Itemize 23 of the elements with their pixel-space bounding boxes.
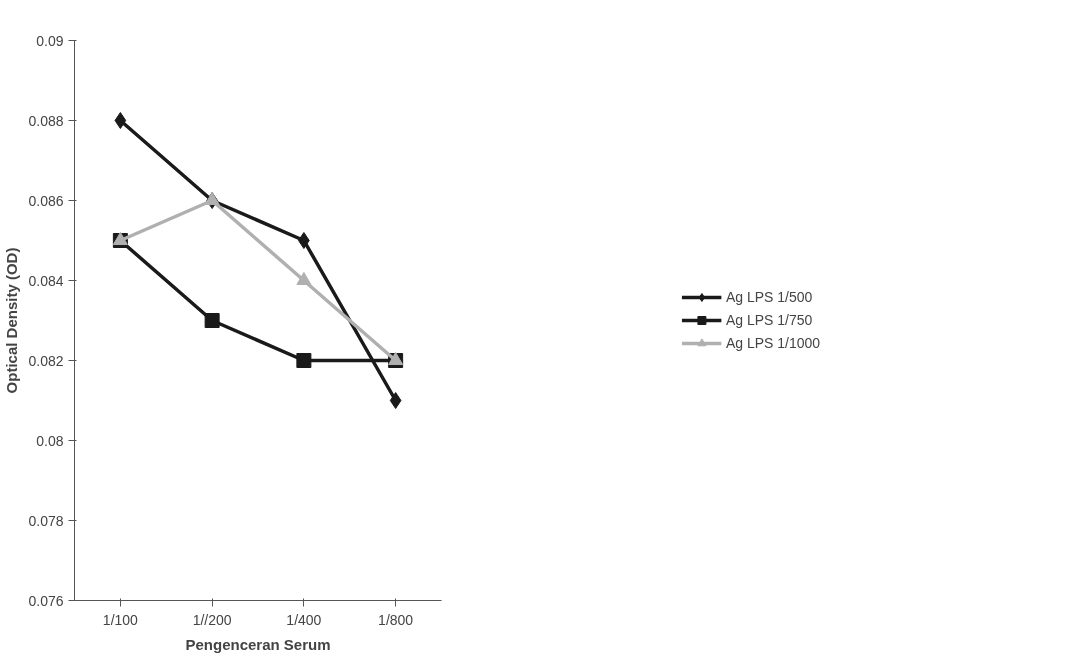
y-axis-title: Optical Density (OD) (3, 247, 21, 394)
x-tick-label: 1/100 (102, 611, 139, 628)
legend-label: Ag LPS 1/500 (725, 289, 813, 305)
y-tick-label: 0.088 (28, 112, 64, 129)
legend-label: Ag LPS 1/750 (725, 312, 813, 328)
point (389, 392, 402, 409)
y-tick-label: 0.084 (28, 272, 64, 289)
point (114, 112, 127, 129)
x-axis-title: Pengenceran Serum (185, 635, 331, 653)
point (298, 232, 310, 249)
y-tick-label: 0.076 (28, 592, 64, 609)
y-tick-label: 0.082 (28, 352, 64, 369)
y-tick-label: 0.086 (28, 192, 64, 209)
x-tick-label: 1/400 (286, 611, 322, 628)
y-tick-label: 0.08 (36, 432, 64, 449)
y-tick-label: 0.078 (28, 512, 64, 529)
y-tick-label: 0.09 (36, 32, 64, 49)
x-tick-label: 1/800 (378, 611, 414, 628)
point (296, 271, 312, 286)
point (296, 353, 312, 368)
point (204, 313, 220, 328)
x-tick-label: 1//200 (192, 611, 232, 628)
legend-label: Ag LPS 1/1000 (725, 335, 821, 351)
